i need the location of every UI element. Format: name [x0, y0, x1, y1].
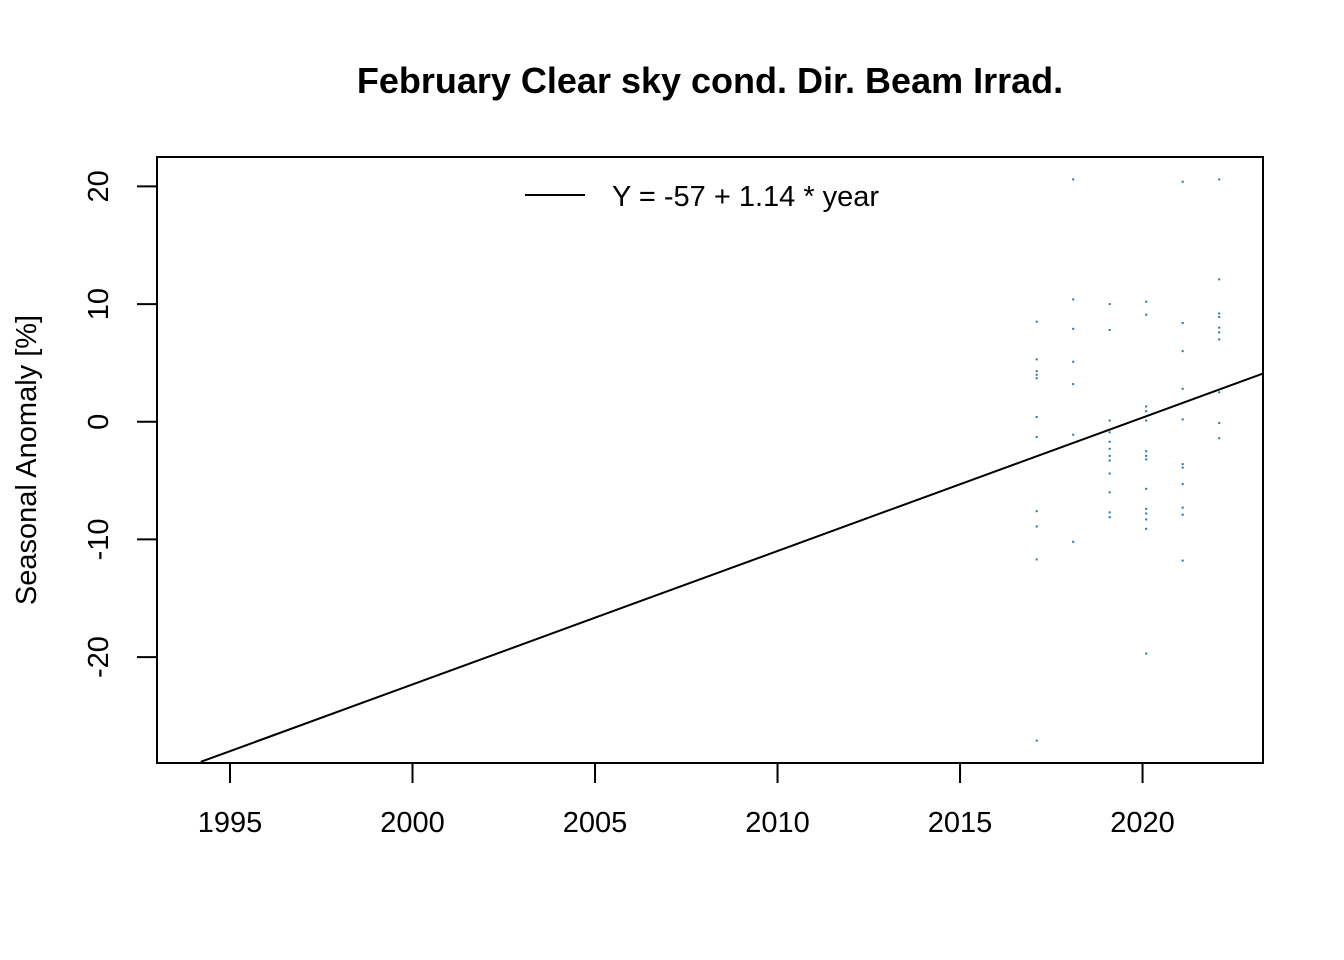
x-tick-label: 2015 — [928, 807, 993, 839]
data-point — [1072, 178, 1075, 181]
data-point — [1181, 506, 1184, 509]
data-point — [1181, 180, 1184, 183]
data-point — [1145, 405, 1148, 408]
data-point — [1035, 510, 1038, 513]
data-point — [1145, 512, 1148, 515]
x-tick-label: 2000 — [380, 807, 445, 839]
data-point — [1181, 466, 1184, 469]
data-point — [1181, 321, 1184, 324]
data-point — [1218, 338, 1221, 341]
legend-entry: Y = -57 + 1.14 * year — [612, 181, 879, 213]
data-point — [1072, 298, 1075, 301]
data-point — [1035, 416, 1038, 419]
data-point — [1108, 440, 1111, 443]
data-point — [1181, 418, 1184, 421]
data-point — [1145, 652, 1148, 655]
data-point — [1218, 316, 1221, 319]
x-tick-label: 2005 — [563, 807, 628, 839]
y-tick-label: 0 — [83, 414, 115, 430]
x-axis: 1995 2000 2005 2010 2015 2020 — [198, 763, 1175, 839]
data-point — [1145, 450, 1148, 453]
data-point — [1218, 391, 1221, 394]
y-tick-label: -20 — [83, 636, 115, 678]
data-point — [1108, 516, 1111, 519]
data-point — [1218, 421, 1221, 424]
data-point — [1108, 328, 1111, 331]
data-point — [1072, 433, 1075, 436]
data-point — [1108, 419, 1111, 422]
data-point — [1108, 472, 1111, 475]
data-point — [1145, 410, 1148, 413]
y-tick-label: -10 — [83, 518, 115, 560]
data-point — [1072, 327, 1075, 330]
data-point — [1181, 350, 1184, 353]
data-point — [1218, 331, 1221, 334]
data-point — [1218, 326, 1221, 329]
data-point — [1181, 463, 1184, 466]
data-point — [1072, 540, 1075, 543]
data-point — [1035, 525, 1038, 528]
data-point — [1145, 458, 1148, 461]
data-point — [1218, 437, 1221, 440]
legend: Y = -57 + 1.14 * year — [525, 181, 879, 213]
data-point — [1108, 454, 1111, 457]
plot-frame — [156, 156, 1264, 764]
data-point — [1072, 360, 1075, 363]
x-tick-label: 2020 — [1110, 807, 1175, 839]
data-point — [1035, 370, 1038, 373]
chart-title: February Clear sky cond. Dir. Beam Irrad… — [357, 60, 1063, 101]
data-point — [1035, 739, 1038, 742]
x-tick-label: 1995 — [198, 807, 263, 839]
data-point — [1218, 312, 1221, 315]
y-tick-label: 10 — [83, 288, 115, 320]
data-point — [1145, 487, 1148, 490]
data-point — [1181, 513, 1184, 516]
data-point — [1035, 436, 1038, 439]
data-point — [1181, 559, 1184, 562]
data-point — [1218, 278, 1221, 281]
data-point — [1218, 178, 1221, 181]
data-point — [1035, 377, 1038, 380]
data-point — [1035, 373, 1038, 376]
data-point — [1072, 383, 1075, 386]
data-point — [1145, 419, 1148, 422]
data-point — [1145, 518, 1148, 521]
x-tick-label: 2010 — [745, 807, 810, 839]
data-point — [1108, 303, 1111, 306]
data-point — [1145, 527, 1148, 530]
data-point — [1035, 320, 1038, 323]
data-point — [1108, 447, 1111, 450]
y-axis-label: Seasonal Anomaly [%] — [11, 315, 43, 605]
y-axis: -20 -10 0 10 20 — [83, 170, 157, 678]
scatter-points — [1035, 178, 1221, 742]
y-tick-label: 20 — [83, 170, 115, 202]
trend-line — [200, 372, 1263, 763]
data-point — [1145, 507, 1148, 510]
data-point — [1145, 454, 1148, 457]
data-point — [1035, 358, 1038, 361]
data-point — [1181, 387, 1184, 390]
data-point — [1108, 459, 1111, 462]
data-point — [1108, 511, 1111, 514]
data-point — [1035, 558, 1038, 561]
data-point — [1181, 483, 1184, 486]
data-point — [1108, 491, 1111, 494]
data-point — [1145, 300, 1148, 303]
data-point — [1145, 313, 1148, 316]
data-point — [1108, 431, 1111, 434]
